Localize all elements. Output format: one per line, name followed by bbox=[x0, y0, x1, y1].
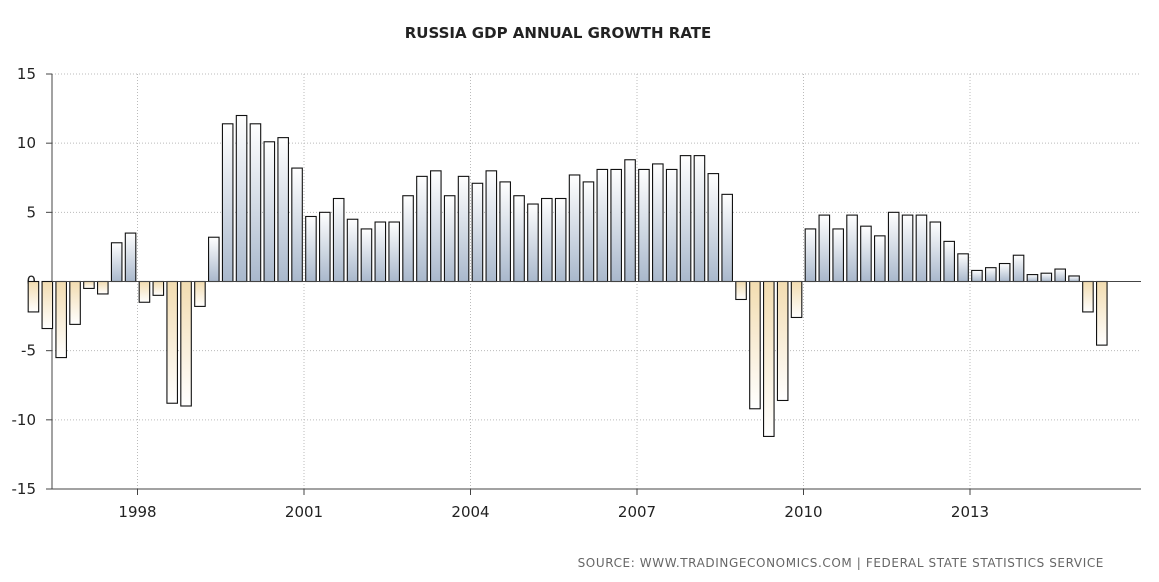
x-tick-label: 2004 bbox=[451, 503, 489, 521]
bar bbox=[152, 280, 165, 296]
bar bbox=[249, 123, 262, 283]
bar bbox=[693, 155, 706, 283]
bar bbox=[360, 228, 373, 283]
x-tick-label: 2007 bbox=[618, 503, 656, 521]
y-tick-label: -5 bbox=[21, 342, 36, 360]
bar bbox=[97, 280, 109, 295]
bar bbox=[776, 280, 789, 402]
bar-series bbox=[27, 114, 1108, 437]
bar bbox=[374, 221, 387, 283]
bar bbox=[1012, 254, 1025, 283]
x-axis: 1998 2001 2004 2007 2010 2013 bbox=[52, 488, 1141, 521]
y-tick-label: 15 bbox=[17, 65, 36, 83]
bar bbox=[430, 170, 442, 283]
bar bbox=[388, 221, 400, 283]
bar bbox=[485, 170, 498, 283]
bar bbox=[610, 168, 622, 283]
x-tick-label: 1998 bbox=[118, 503, 156, 521]
bar bbox=[1082, 280, 1094, 313]
bar bbox=[679, 155, 692, 283]
bar bbox=[221, 123, 234, 283]
bar bbox=[846, 214, 858, 283]
bar bbox=[110, 242, 123, 283]
x-tick-label: 2013 bbox=[951, 503, 989, 521]
bar bbox=[915, 214, 928, 283]
y-tick-label: 10 bbox=[17, 134, 36, 152]
bar bbox=[596, 168, 609, 283]
bar bbox=[513, 195, 525, 283]
bar bbox=[166, 280, 178, 404]
bar bbox=[124, 232, 137, 283]
bar bbox=[638, 168, 650, 283]
bar bbox=[1096, 280, 1108, 346]
bar bbox=[138, 280, 151, 303]
bar bbox=[804, 228, 817, 283]
bar bbox=[27, 280, 40, 313]
bar bbox=[790, 280, 803, 319]
bar bbox=[1040, 272, 1053, 283]
bar bbox=[263, 141, 276, 283]
bar bbox=[305, 215, 317, 283]
bar bbox=[402, 195, 414, 283]
bar bbox=[624, 159, 636, 283]
y-tick-label: -15 bbox=[12, 480, 37, 498]
bar bbox=[346, 218, 359, 283]
bar bbox=[721, 193, 733, 283]
bar bbox=[541, 197, 553, 283]
bar bbox=[832, 228, 844, 283]
bar bbox=[471, 182, 484, 283]
bar bbox=[929, 221, 942, 283]
bar bbox=[568, 174, 581, 283]
bar bbox=[957, 253, 969, 283]
bar bbox=[887, 211, 900, 283]
bar bbox=[1026, 274, 1039, 283]
bar bbox=[763, 280, 775, 437]
bar bbox=[652, 163, 664, 283]
bar bbox=[971, 269, 983, 283]
bar bbox=[41, 280, 54, 330]
bar bbox=[194, 280, 206, 307]
bar bbox=[235, 114, 248, 283]
bar bbox=[291, 167, 303, 283]
bar bbox=[998, 262, 1011, 283]
bar bbox=[943, 240, 955, 283]
bar bbox=[527, 203, 539, 283]
chart-title: RUSSIA GDP ANNUAL GROWTH RATE bbox=[405, 24, 712, 42]
bar bbox=[582, 181, 595, 283]
bar bbox=[749, 280, 761, 410]
bar bbox=[1068, 275, 1080, 283]
bar bbox=[1054, 268, 1066, 283]
bar bbox=[818, 214, 831, 283]
bar bbox=[319, 211, 331, 283]
y-tick-label: -10 bbox=[12, 411, 37, 429]
bar bbox=[735, 280, 747, 301]
bar bbox=[83, 280, 95, 289]
source-note: SOURCE: WWW.TRADINGECONOMICS.COM | FEDER… bbox=[578, 556, 1104, 570]
bar bbox=[208, 236, 220, 283]
x-tick-label: 2001 bbox=[285, 503, 323, 521]
bar bbox=[985, 267, 997, 283]
bar bbox=[499, 181, 511, 283]
bar bbox=[860, 225, 872, 283]
bar bbox=[55, 280, 67, 359]
bar bbox=[457, 175, 470, 283]
bar bbox=[416, 175, 428, 283]
bar bbox=[277, 137, 289, 283]
bar bbox=[901, 214, 914, 283]
bar bbox=[180, 280, 192, 407]
bar bbox=[554, 197, 567, 283]
bar bbox=[665, 168, 678, 283]
bar bbox=[874, 235, 886, 283]
x-tick-label: 2010 bbox=[784, 503, 822, 521]
bar bbox=[332, 197, 345, 283]
bar bbox=[707, 173, 720, 283]
y-tick-label: 5 bbox=[26, 203, 36, 221]
bar bbox=[69, 280, 81, 325]
bar bbox=[443, 195, 456, 283]
